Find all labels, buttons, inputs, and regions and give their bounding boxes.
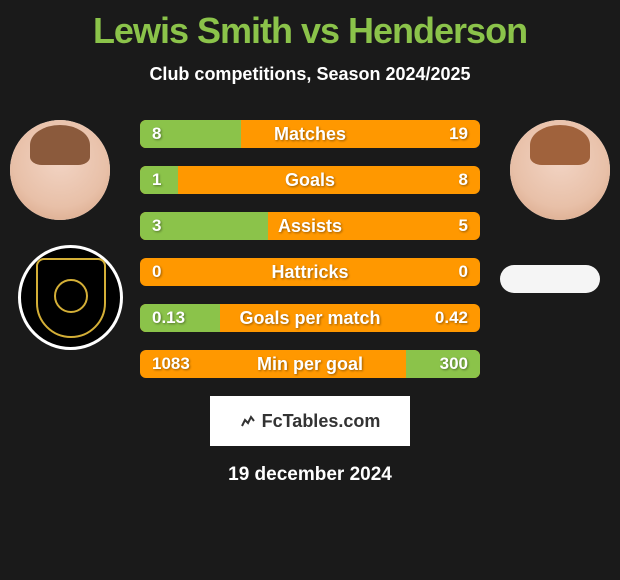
logo-text: FcTables.com [262,411,381,432]
subtitle: Club competitions, Season 2024/2025 [0,64,620,85]
stat-row-hattricks: 0 Hattricks 0 [140,258,480,286]
stat-label: Min per goal [140,354,480,375]
stat-row-matches: 8 Matches 19 [140,120,480,148]
page-title: Lewis Smith vs Henderson [0,0,620,52]
stat-row-mpg: 1083 Min per goal 300 [140,350,480,378]
player-right-avatar [510,120,610,220]
stat-label: Hattricks [140,262,480,283]
stat-value-right: 0.42 [435,308,468,328]
stat-row-assists: 3 Assists 5 [140,212,480,240]
date-text: 19 december 2024 [0,464,620,486]
stat-value-right: 5 [459,216,468,236]
logo-box: FcTables.com [210,396,410,446]
stat-value-right: 8 [459,170,468,190]
stat-value-right: 300 [440,354,468,374]
stat-row-goals: 1 Goals 8 [140,166,480,194]
stat-value-right: 0 [459,262,468,282]
stats-container: 8 Matches 19 1 Goals 8 3 Assists 5 0 Hat… [140,120,480,378]
club-right-badge [500,265,600,293]
club-left-badge [18,245,123,350]
player-left-avatar [10,120,110,220]
club-shield-icon [36,258,106,338]
stat-row-gpm: 0.13 Goals per match 0.42 [140,304,480,332]
stat-label: Goals per match [140,308,480,329]
stat-value-right: 19 [449,124,468,144]
stat-label: Matches [140,124,480,145]
player-face-right [510,120,610,220]
logo-icon [240,412,256,431]
stat-label: Assists [140,216,480,237]
stat-label: Goals [140,170,480,191]
comparison-content: 8 Matches 19 1 Goals 8 3 Assists 5 0 Hat… [0,120,620,486]
player-face-left [10,120,110,220]
